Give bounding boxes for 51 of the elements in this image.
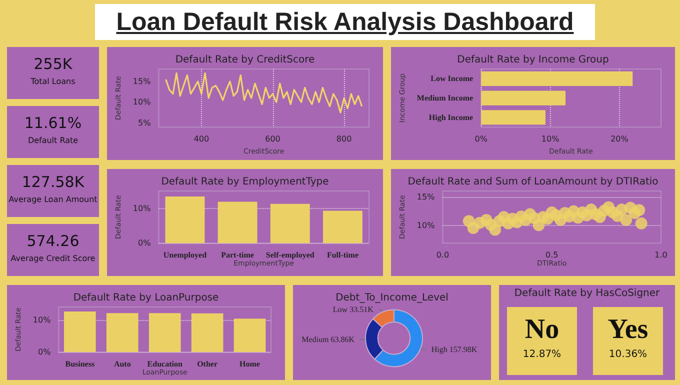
slice-label: High 157.98K [431, 345, 478, 354]
chart-title: Default Rate by Income Group [457, 54, 609, 66]
text: 10.36% [608, 349, 648, 360]
category-label: Average Loan Amount [8, 195, 98, 204]
slice-label: Medium 63.86K [302, 334, 355, 344]
category-label: Yes [606, 313, 650, 347]
x-tick-label: 1.0 [654, 250, 668, 260]
slice-label: Low 33.51K [332, 304, 374, 314]
category-label: Total Loans [30, 77, 76, 86]
chart-title: Default Rate by EmploymentType [161, 176, 329, 188]
chart-title: Debt_To_Income_Level [336, 292, 448, 304]
y-tick-label: 10% [416, 221, 436, 230]
text: Loan Default Risk Analysis Dashboard [95, 4, 595, 40]
chart-title: Default Rate by LoanPurpose [73, 292, 219, 304]
x-tick-label: 0% [474, 134, 488, 144]
chart-title: Default Rate and Sum of LoanAmount by DTIRatio [408, 176, 658, 188]
text: 12.87% [522, 349, 562, 360]
text: Default Rate by HasCoSigner [513, 288, 661, 299]
x-tick-label: 0.5 [545, 250, 558, 260]
x-tick-label: Education [147, 360, 183, 368]
y-tick-label: High Income [428, 112, 474, 122]
y-tick-label: 10% [132, 204, 152, 213]
category-label: Average Credit Score [10, 254, 96, 263]
text: 255K [34, 55, 72, 73]
text: 127.58K [22, 173, 84, 191]
x-tick-label: Self-employed [266, 250, 315, 260]
x-tick-label: Auto [114, 360, 131, 368]
y-tick-label: 15% [132, 76, 152, 86]
x-tick-label: Full-time [326, 250, 359, 260]
y-tick-label: Medium Income [416, 94, 474, 103]
x-tick-label: 600 [265, 134, 280, 144]
y-tick-label: 0% [138, 238, 152, 248]
x-tick-label: Other [197, 360, 218, 368]
x-tick-label: Business [65, 360, 95, 368]
y-tick-label: 10% [132, 98, 152, 107]
y-tick-label: 15% [416, 192, 436, 202]
x-tick-label: 0.0 [436, 250, 450, 260]
x-tick-label: 10% [541, 134, 560, 144]
x-tick-label: Unemployed [163, 250, 208, 260]
x-tick-label: 800 [336, 134, 352, 144]
x-tick-label: 20% [610, 134, 629, 144]
y-tick-label: 5% [138, 118, 152, 128]
x-tick-label: 400 [194, 134, 210, 144]
x-tick-label: Home [240, 360, 260, 368]
category-label: No [524, 313, 560, 347]
chart-title: Default Rate by CreditScore [175, 54, 315, 66]
text: 11.61% [24, 114, 82, 132]
text: 574.26 [26, 232, 80, 250]
category-label: Default Rate [26, 136, 80, 145]
y-tick-label: Low Income [430, 74, 474, 84]
x-tick-label: Part-time [221, 250, 254, 260]
